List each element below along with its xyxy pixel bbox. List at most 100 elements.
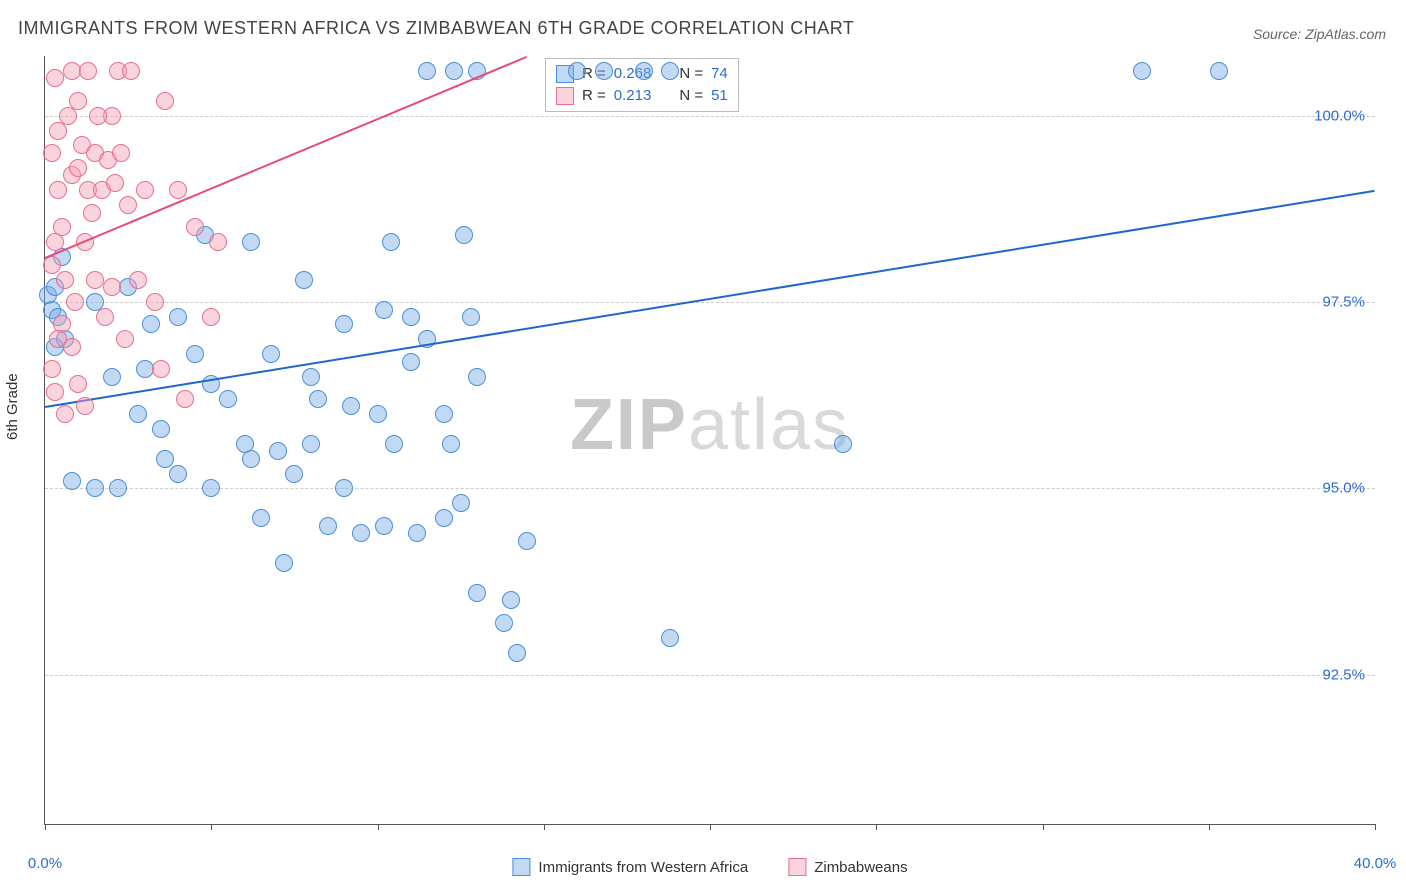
data-point [1210, 62, 1228, 80]
legend-label: Immigrants from Western Africa [538, 859, 748, 876]
data-point [435, 509, 453, 527]
data-point [508, 644, 526, 662]
x-tick [1043, 824, 1044, 830]
data-point [76, 397, 94, 415]
data-point [468, 368, 486, 386]
data-point [83, 204, 101, 222]
data-point [112, 144, 130, 162]
n-label: N = [679, 85, 703, 107]
watermark: ZIPatlas [570, 384, 850, 466]
data-point [46, 69, 64, 87]
n-value: 74 [711, 63, 728, 85]
x-tick-label: 40.0% [1354, 855, 1397, 872]
legend-item-western-africa: Immigrants from Western Africa [512, 858, 748, 876]
data-point [834, 435, 852, 453]
data-point [89, 107, 107, 125]
legend-item-zimbabweans: Zimbabweans [788, 858, 907, 876]
data-point [595, 62, 613, 80]
data-point [219, 390, 237, 408]
data-point [146, 293, 164, 311]
data-point [202, 479, 220, 497]
data-point [86, 271, 104, 289]
data-point [66, 293, 84, 311]
data-point [468, 584, 486, 602]
data-point [242, 233, 260, 251]
swatch-icon [556, 87, 574, 105]
r-label: R = [582, 85, 606, 107]
source-prefix: Source: [1253, 26, 1305, 42]
data-point [59, 107, 77, 125]
data-point [103, 368, 121, 386]
data-point [106, 174, 124, 192]
data-point [43, 360, 61, 378]
data-point [518, 532, 536, 550]
data-point [56, 271, 74, 289]
x-tick [1375, 824, 1376, 830]
data-point [186, 345, 204, 363]
x-tick-label: 0.0% [28, 855, 62, 872]
data-point [43, 144, 61, 162]
swatch-icon [512, 858, 530, 876]
data-point [252, 509, 270, 527]
gridline [45, 116, 1375, 117]
data-point [53, 218, 71, 236]
data-point [382, 233, 400, 251]
data-point [119, 196, 137, 214]
data-point [169, 181, 187, 199]
watermark-zip: ZIP [570, 385, 688, 465]
data-point [176, 390, 194, 408]
legend-label: Zimbabweans [814, 859, 907, 876]
gridline [45, 302, 1375, 303]
data-point [169, 465, 187, 483]
data-point [352, 524, 370, 542]
data-point [568, 62, 586, 80]
data-point [1133, 62, 1151, 80]
data-point [69, 159, 87, 177]
data-point [302, 435, 320, 453]
x-tick [45, 824, 46, 830]
gridline [45, 488, 1375, 489]
data-point [242, 450, 260, 468]
y-tick-label: 92.5% [1322, 666, 1365, 683]
data-point [63, 62, 81, 80]
data-point [375, 517, 393, 535]
data-point [152, 420, 170, 438]
bottom-legend: Immigrants from Western Africa Zimbabwea… [512, 858, 907, 876]
data-point [285, 465, 303, 483]
data-point [142, 315, 160, 333]
x-tick [876, 824, 877, 830]
data-point [369, 405, 387, 423]
data-point [269, 442, 287, 460]
data-point [375, 301, 393, 319]
data-point [408, 524, 426, 542]
data-point [109, 479, 127, 497]
watermark-atlas: atlas [688, 385, 850, 465]
source-name: ZipAtlas.com [1305, 26, 1386, 42]
data-point [156, 450, 174, 468]
data-point [319, 517, 337, 535]
data-point [302, 368, 320, 386]
data-point [186, 218, 204, 236]
data-point [309, 390, 327, 408]
n-value: 51 [711, 85, 728, 107]
data-point [79, 62, 97, 80]
data-point [49, 122, 67, 140]
gridline [45, 675, 1375, 676]
stats-legend-row: R = 0.213 N = 51 [556, 85, 728, 107]
data-point [335, 315, 353, 333]
data-point [96, 308, 114, 326]
data-point [46, 383, 64, 401]
data-point [445, 62, 463, 80]
data-point [418, 62, 436, 80]
x-tick [710, 824, 711, 830]
r-value: 0.213 [614, 85, 652, 107]
data-point [402, 308, 420, 326]
data-point [661, 629, 679, 647]
x-tick [378, 824, 379, 830]
data-point [69, 375, 87, 393]
swatch-icon [788, 858, 806, 876]
data-point [262, 345, 280, 363]
data-point [385, 435, 403, 453]
data-point [152, 360, 170, 378]
data-point [342, 397, 360, 415]
